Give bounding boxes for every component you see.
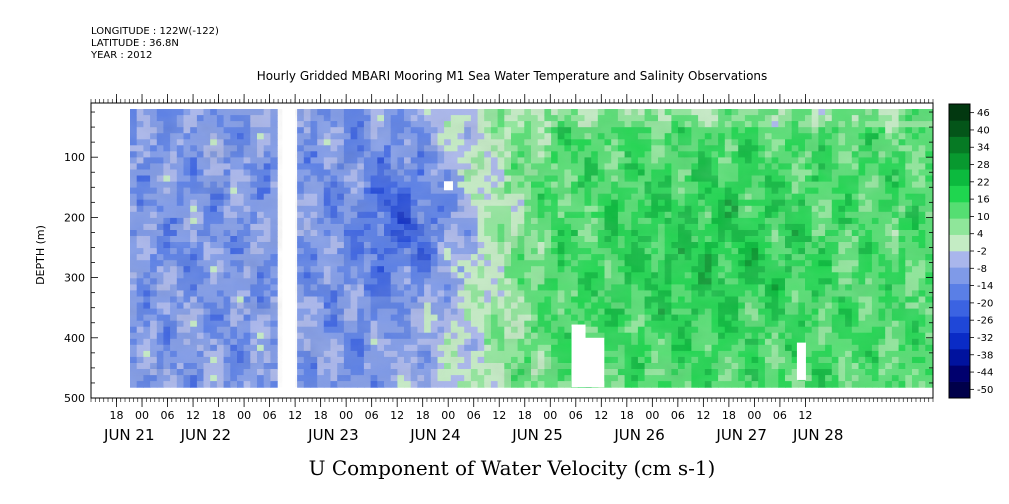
heatmap-field: [130, 108, 933, 389]
latitude-label: LATITUDE : 36.8N: [91, 38, 179, 49]
year-label: YEAR : 2012: [91, 50, 153, 61]
longitude-label: LONGITUDE : 122W(-122): [91, 26, 219, 37]
chart-title: Hourly Gridded MBARI Mooring M1 Sea Wate…: [257, 69, 768, 83]
